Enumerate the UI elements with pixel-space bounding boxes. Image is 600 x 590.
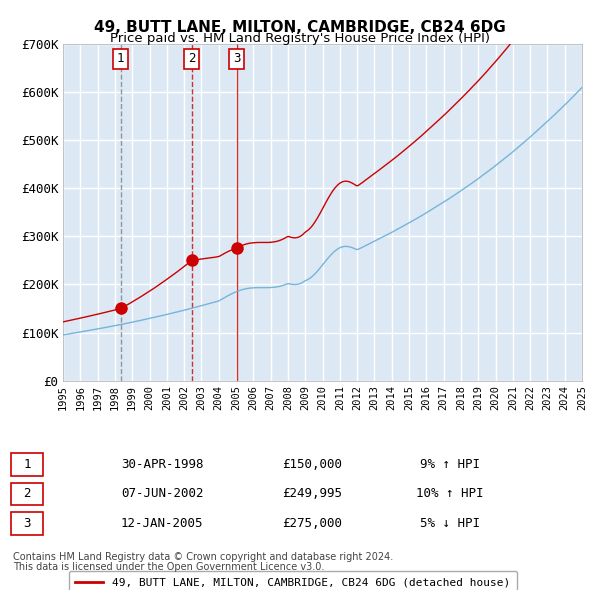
Text: £249,995: £249,995 <box>282 487 342 500</box>
Text: 12-JAN-2005: 12-JAN-2005 <box>121 517 203 530</box>
Text: £275,000: £275,000 <box>282 517 342 530</box>
Text: 5% ↓ HPI: 5% ↓ HPI <box>420 517 480 530</box>
Text: 9% ↑ HPI: 9% ↑ HPI <box>420 458 480 471</box>
Text: This data is licensed under the Open Government Licence v3.0.: This data is licensed under the Open Gov… <box>13 562 325 572</box>
Text: 2: 2 <box>188 52 196 65</box>
Text: Price paid vs. HM Land Registry's House Price Index (HPI): Price paid vs. HM Land Registry's House … <box>110 32 490 45</box>
Text: 3: 3 <box>23 517 31 530</box>
Text: 07-JUN-2002: 07-JUN-2002 <box>121 487 203 500</box>
Text: 1: 1 <box>23 458 31 471</box>
Legend: 49, BUTT LANE, MILTON, CAMBRIDGE, CB24 6DG (detached house), HPI: Average price,: 49, BUTT LANE, MILTON, CAMBRIDGE, CB24 6… <box>68 571 517 590</box>
Text: 49, BUTT LANE, MILTON, CAMBRIDGE, CB24 6DG: 49, BUTT LANE, MILTON, CAMBRIDGE, CB24 6… <box>94 20 506 35</box>
Text: £150,000: £150,000 <box>282 458 342 471</box>
Text: 30-APR-1998: 30-APR-1998 <box>121 458 203 471</box>
Text: 10% ↑ HPI: 10% ↑ HPI <box>416 487 484 500</box>
Text: Contains HM Land Registry data © Crown copyright and database right 2024.: Contains HM Land Registry data © Crown c… <box>13 552 394 562</box>
Text: 2: 2 <box>23 487 31 500</box>
Text: 1: 1 <box>117 52 124 65</box>
Text: 3: 3 <box>233 52 241 65</box>
